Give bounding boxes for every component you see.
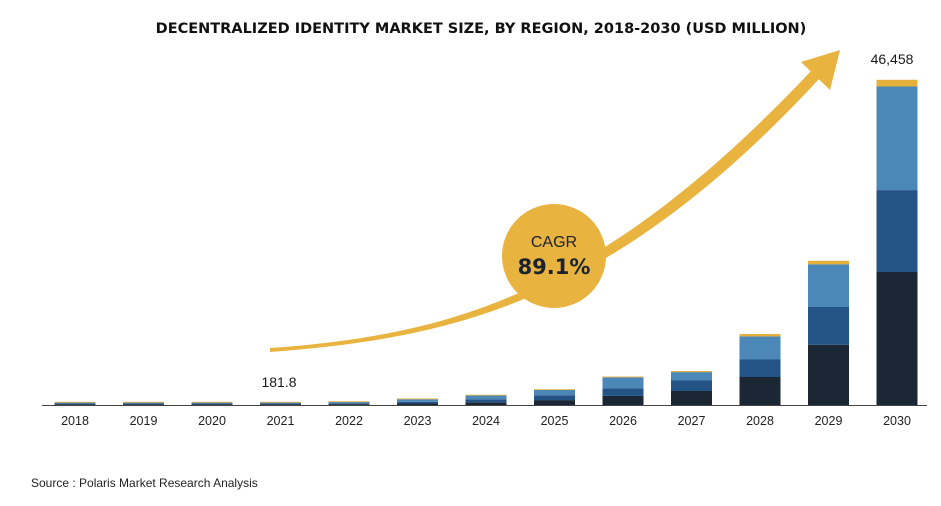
bar-2018-series-4 bbox=[54, 401, 96, 403]
bar-2020-series-1 bbox=[191, 404, 233, 405]
bar-2020-series-2 bbox=[191, 403, 233, 405]
bar-2029-series-1 bbox=[808, 344, 849, 405]
bar-2024-series-3 bbox=[465, 395, 507, 400]
cagr-value: 89.1% bbox=[518, 255, 591, 279]
bar-2023-series-3 bbox=[397, 399, 438, 402]
bar-2028-series-4 bbox=[739, 333, 781, 337]
start-value-label: 181.8 bbox=[261, 374, 296, 390]
x-tick-label: 2024 bbox=[472, 414, 500, 428]
x-tick-label: 2019 bbox=[130, 414, 158, 428]
bar-2022-series-4 bbox=[328, 401, 370, 403]
bar-2027-series-3 bbox=[671, 372, 712, 381]
bar-2028-series-1 bbox=[739, 377, 781, 405]
bar-2030-series-1 bbox=[876, 272, 918, 405]
bar-2020-series-3 bbox=[191, 402, 233, 404]
bar-2018-series-2 bbox=[54, 403, 96, 405]
bar-2023-series-1 bbox=[397, 403, 438, 405]
bar-2027-series-1 bbox=[671, 391, 712, 405]
bar-2021-series-1 bbox=[260, 404, 301, 405]
source-note: Source : Polaris Market Research Analysi… bbox=[31, 476, 258, 490]
bar-2029-series-2 bbox=[808, 307, 849, 345]
x-tick-label: 2018 bbox=[61, 414, 89, 428]
bar-2029-series-3 bbox=[808, 264, 849, 307]
x-tick-label: 2025 bbox=[541, 414, 569, 428]
bar-2027-series-2 bbox=[671, 380, 712, 391]
bar-2030-series-3 bbox=[876, 86, 918, 191]
x-tick-label: 2022 bbox=[335, 414, 363, 428]
bar-2026-series-2 bbox=[602, 388, 644, 396]
bar-2020-series-4 bbox=[191, 401, 233, 403]
bar-2026-series-3 bbox=[602, 377, 644, 389]
bar-2024-series-4 bbox=[465, 394, 507, 396]
bar-2025-series-4 bbox=[534, 389, 575, 390]
bar-2030-series-2 bbox=[876, 190, 918, 272]
chart-title: DECENTRALIZED IDENTITY MARKET SIZE, BY R… bbox=[156, 21, 807, 37]
x-tick-label: 2023 bbox=[404, 414, 432, 428]
bar-2019-series-1 bbox=[123, 404, 164, 405]
end-value-label: 46,458 bbox=[871, 51, 914, 67]
x-ticks-group: 2018 2019 2020 2021 2022 2023 2024 2025 2026 2027… bbox=[61, 414, 911, 428]
bar-2026-series-4 bbox=[602, 376, 644, 378]
bar-2021-series-4 bbox=[260, 401, 301, 403]
bar-2024-series-1 bbox=[465, 402, 507, 405]
bar-2022-series-3 bbox=[328, 402, 370, 404]
bar-2018-series-3 bbox=[54, 402, 96, 404]
bar-2026-series-1 bbox=[602, 395, 644, 405]
x-tick-label: 2027 bbox=[678, 414, 706, 428]
bar-2027-series-4 bbox=[671, 370, 712, 373]
bar-2025-series-3 bbox=[534, 389, 575, 396]
bar-2025-series-2 bbox=[534, 395, 575, 401]
bar-2019-series-2 bbox=[123, 403, 164, 405]
bar-2025-series-1 bbox=[534, 400, 575, 405]
bar-2029-series-4 bbox=[808, 260, 849, 265]
x-tick-label: 2029 bbox=[815, 414, 843, 428]
bar-2028-series-3 bbox=[739, 336, 781, 360]
bar-2030-series-4 bbox=[876, 79, 918, 87]
bar-2019-series-4 bbox=[123, 401, 164, 403]
bar-2023-series-4 bbox=[397, 398, 438, 400]
x-tick-label: 2028 bbox=[746, 414, 774, 428]
bar-2019-series-3 bbox=[123, 402, 164, 404]
cagr-label: CAGR bbox=[531, 234, 577, 251]
cagr-badge bbox=[502, 204, 606, 308]
x-tick-label: 2021 bbox=[267, 414, 295, 428]
bar-2028-series-2 bbox=[739, 359, 781, 377]
bar-2018-series-1 bbox=[54, 404, 96, 405]
bar-2024-series-2 bbox=[465, 399, 507, 403]
x-tick-label: 2020 bbox=[198, 414, 226, 428]
bar-2022-series-2 bbox=[328, 403, 370, 405]
growth-arrowhead-icon bbox=[801, 50, 840, 90]
bar-2021-series-2 bbox=[260, 403, 301, 405]
bar-2022-series-1 bbox=[328, 404, 370, 405]
bar-2021-series-3 bbox=[260, 402, 301, 404]
x-tick-label: 2026 bbox=[609, 414, 637, 428]
bars-group bbox=[54, 79, 918, 405]
bar-2023-series-2 bbox=[397, 401, 438, 404]
x-tick-label: 2030 bbox=[883, 414, 911, 428]
